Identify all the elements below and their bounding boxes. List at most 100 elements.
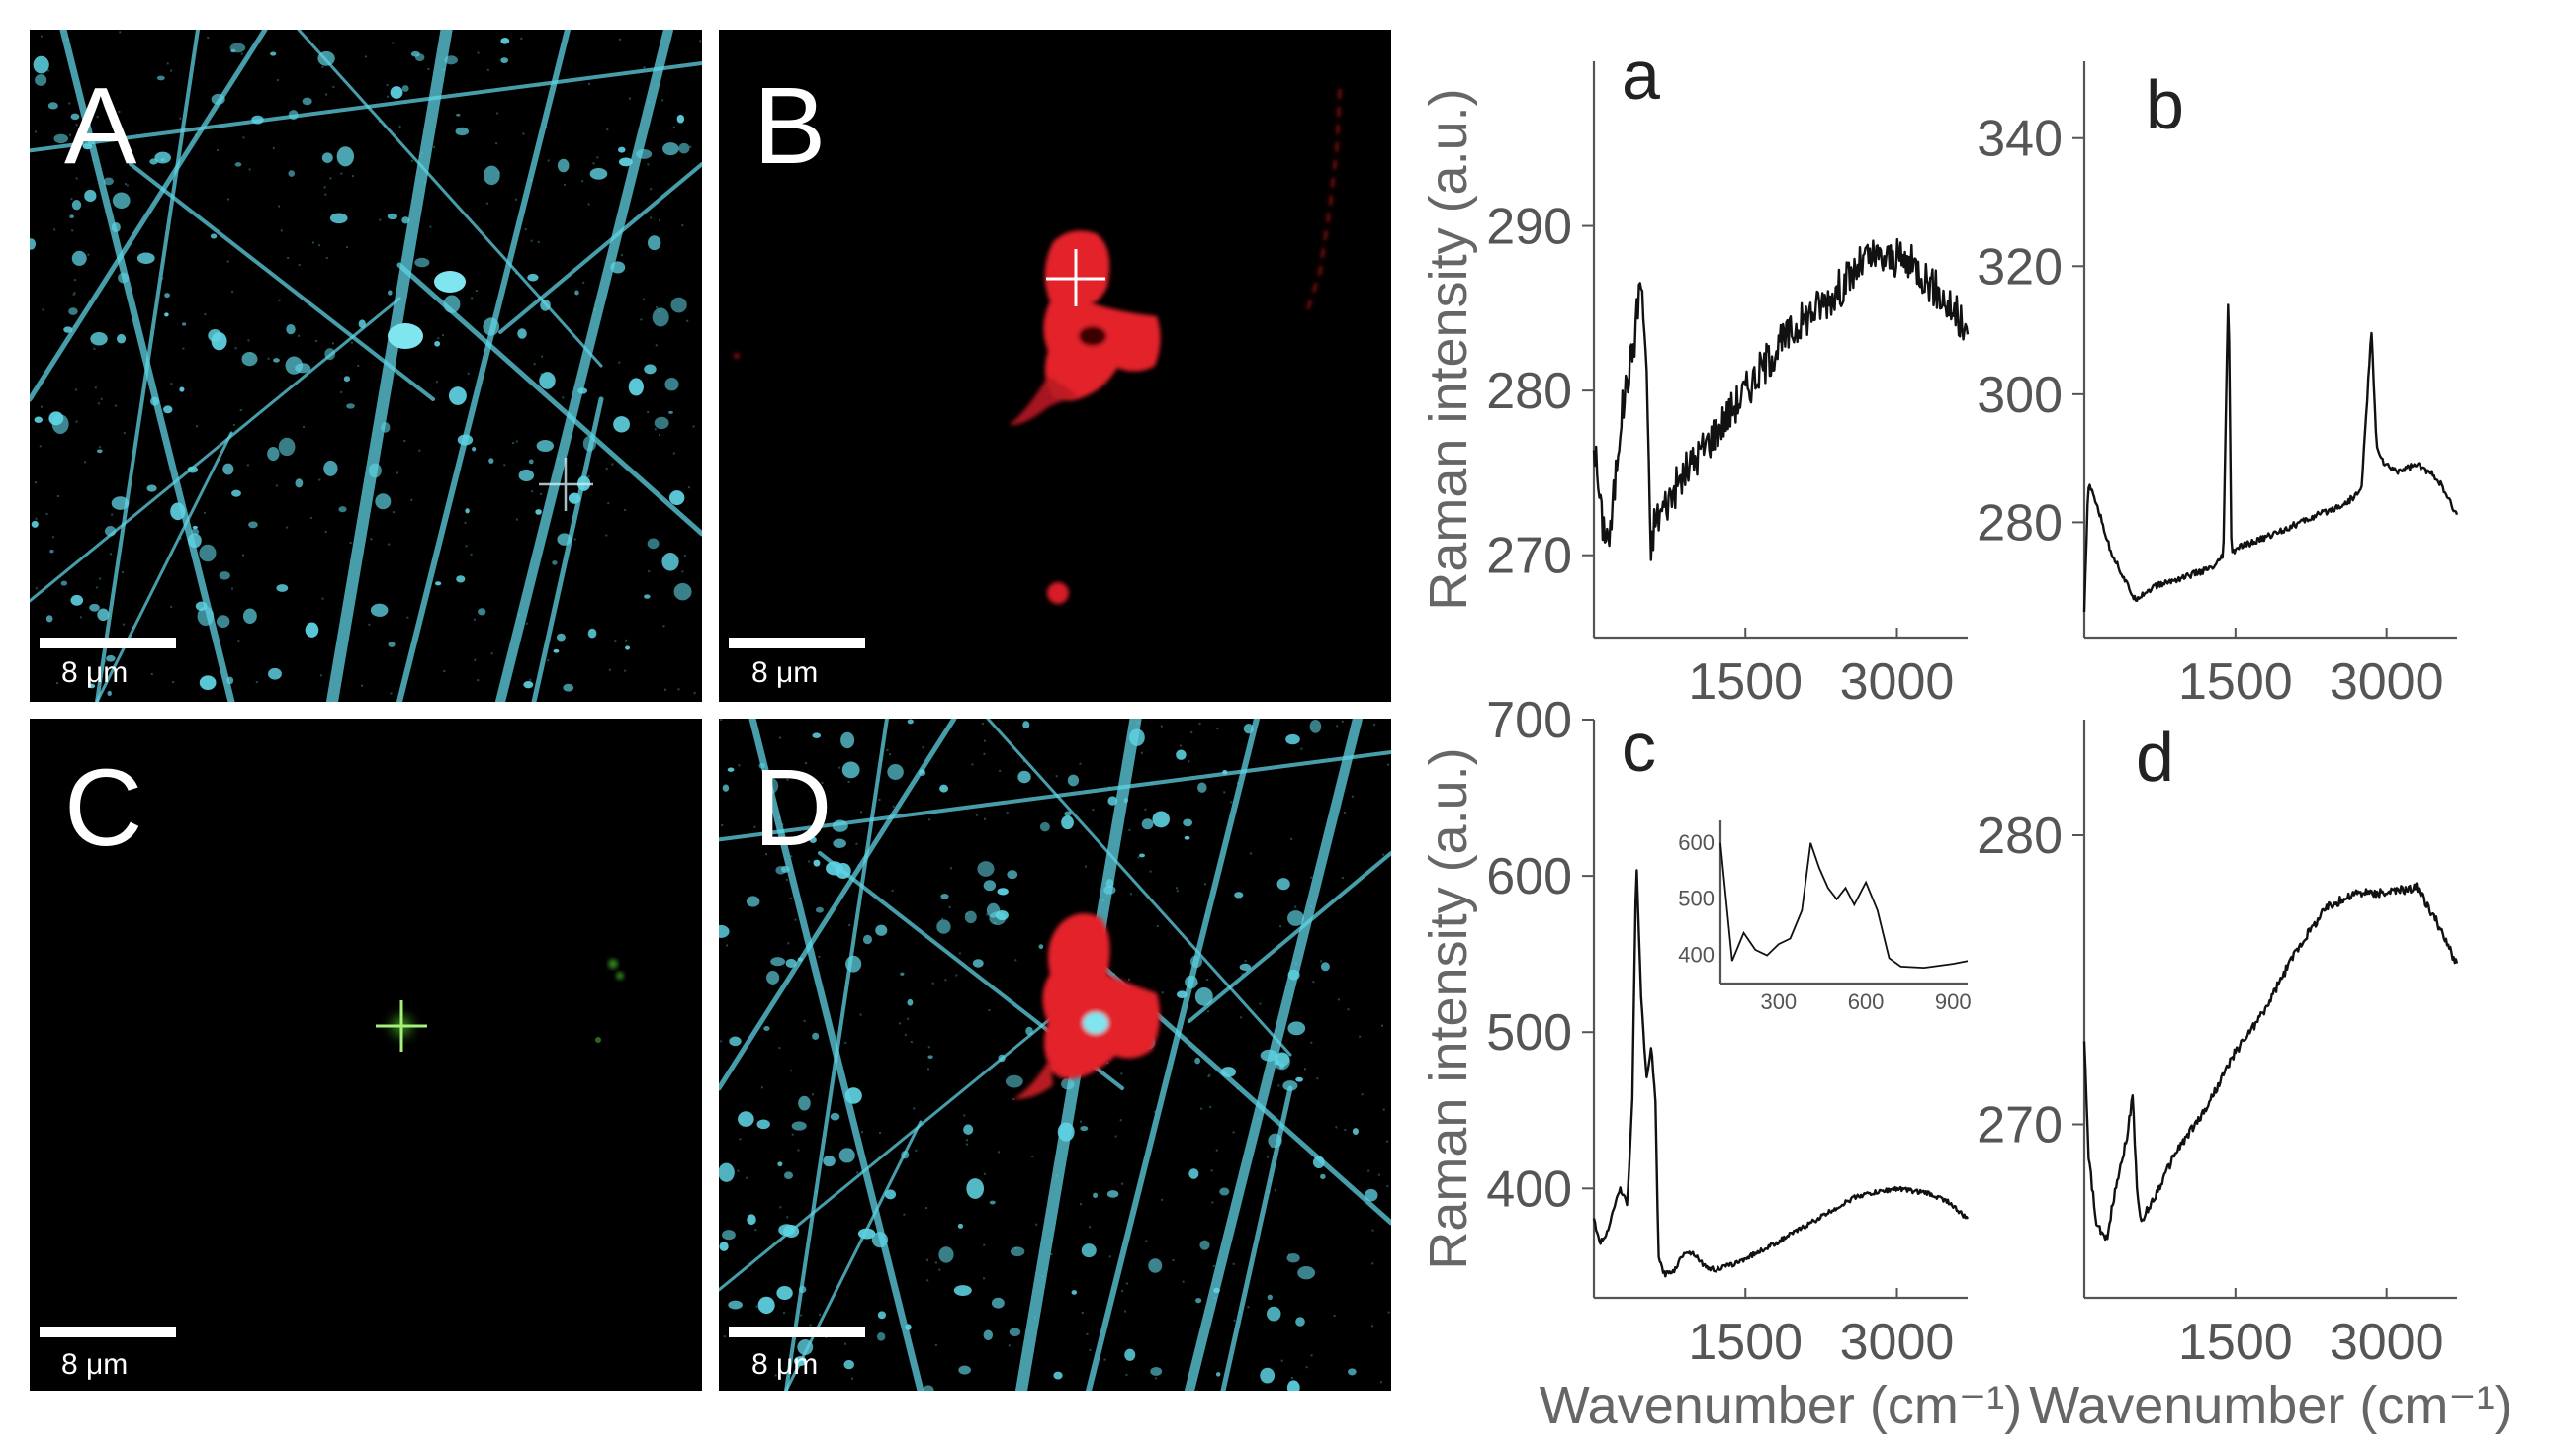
fiber <box>396 30 571 702</box>
fiber-dot <box>1057 1122 1075 1142</box>
y-tick-label: 300 <box>1977 367 2063 424</box>
noise-pixel <box>496 112 499 115</box>
fiber-dot <box>472 446 477 452</box>
scale-bar-d <box>729 1327 865 1337</box>
fiber-dot <box>662 142 679 156</box>
fiber-dot <box>1141 818 1154 830</box>
noise-pixel <box>474 658 477 661</box>
noise-pixel <box>321 65 324 68</box>
noise-pixel <box>398 126 401 128</box>
noise-pixel <box>819 1313 822 1316</box>
fiber-dot <box>797 957 803 962</box>
noise-pixel <box>126 184 129 187</box>
fiber-dot <box>1222 769 1228 775</box>
noise-pixel <box>1316 1077 1319 1080</box>
noise-pixel <box>976 814 979 816</box>
fiber-dot <box>625 645 631 650</box>
noise-pixel <box>1136 722 1139 725</box>
fiber-dot <box>226 676 234 685</box>
noise-pixel <box>1035 1223 1038 1226</box>
noise-pixel <box>785 878 788 881</box>
noise-pixel <box>922 746 924 749</box>
fiber-dot <box>763 1026 770 1031</box>
x-tick-label: 3000 <box>2330 1314 2444 1371</box>
fiber-dot <box>668 490 685 506</box>
noise-pixel <box>388 543 391 546</box>
noise-pixel <box>211 611 214 614</box>
noise-pixel <box>1382 853 1385 856</box>
fiber-dot <box>900 972 905 976</box>
fiber-dot <box>90 331 108 346</box>
fiber-dot <box>323 460 338 476</box>
noise-pixel <box>1081 1312 1084 1315</box>
fiber-dot <box>1061 815 1074 830</box>
noise-pixel <box>850 1377 853 1380</box>
fiber-dot <box>528 459 534 465</box>
noise-pixel <box>435 381 438 384</box>
fiber-dot <box>1123 798 1128 804</box>
fiber-dot <box>324 348 336 361</box>
fiber-dot <box>305 622 319 638</box>
x-tick-label: 1500 <box>1688 1314 1803 1371</box>
fiber-dot <box>563 683 574 692</box>
fiber-dot <box>68 307 78 315</box>
noise-pixel <box>443 670 446 673</box>
noise-pixel <box>1280 1359 1283 1362</box>
noise-pixel <box>1336 725 1339 728</box>
noise-pixel <box>390 692 393 695</box>
noise-pixel <box>1259 1002 1262 1005</box>
noise-pixel <box>592 162 595 165</box>
noise-pixel <box>84 461 87 464</box>
noise-pixel <box>1290 1376 1293 1379</box>
noise-pixel <box>892 805 895 808</box>
fiber-dot <box>179 386 185 392</box>
noise-pixel <box>515 518 518 521</box>
noise-pixel <box>1274 1189 1276 1192</box>
x-tick-label: 1500 <box>2178 653 2293 711</box>
fiber-dot <box>661 552 679 571</box>
noise-pixel <box>693 692 696 695</box>
fiber-dot <box>747 1214 756 1226</box>
y-tick-label: 280 <box>1486 363 1572 420</box>
fiber-dot <box>1194 987 1213 1006</box>
fiber-dot <box>321 152 333 163</box>
noise-pixel <box>838 766 841 769</box>
noise-pixel <box>68 102 71 105</box>
noise-pixel <box>332 85 335 88</box>
noise-pixel <box>524 228 527 231</box>
noise-pixel <box>384 125 387 128</box>
noise-pixel <box>1060 1134 1063 1137</box>
noise-pixel <box>624 669 627 672</box>
fiber-dot <box>192 525 198 530</box>
noise-pixel <box>849 1149 852 1152</box>
noise-pixel <box>467 372 470 375</box>
fiber-dot <box>832 819 848 832</box>
noise-pixel <box>1379 1381 1382 1384</box>
noise-pixel <box>1179 744 1182 747</box>
inset-plot: 400 500 600 300 600 900 <box>1678 820 1972 1014</box>
noise-pixel <box>1344 812 1347 814</box>
noise-pixel <box>219 125 221 128</box>
fiber-dot <box>47 102 58 110</box>
noise-pixel <box>778 736 781 739</box>
noise-pixel <box>1257 1117 1260 1120</box>
noise-pixel <box>96 586 99 589</box>
noise-pixel <box>907 1017 910 1020</box>
noise-pixel <box>1196 982 1199 985</box>
noise-pixel <box>1188 760 1190 763</box>
fiber-dot <box>1199 1240 1210 1250</box>
noise-pixel <box>699 40 702 43</box>
noise-pixel <box>587 475 590 478</box>
noise-pixel <box>1154 1110 1157 1113</box>
fiber <box>95 30 200 702</box>
fiber-dot <box>381 422 391 433</box>
fiber-dot <box>103 177 114 186</box>
fiber-dot <box>31 520 39 528</box>
noise-pixel <box>1161 1198 1164 1201</box>
noise-pixel <box>166 62 169 65</box>
fiber-dot <box>96 449 103 454</box>
noise-pixel <box>786 1216 789 1219</box>
noise-pixel <box>87 253 90 256</box>
noise-pixel <box>944 979 947 982</box>
noise-pixel <box>1033 1316 1036 1319</box>
